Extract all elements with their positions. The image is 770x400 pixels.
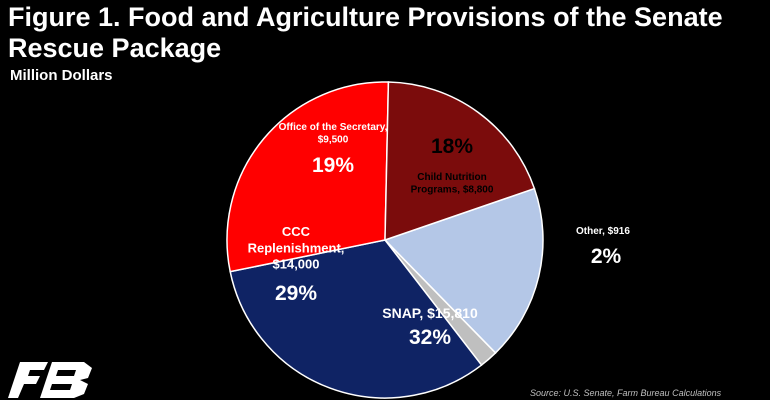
pie-slice-child-nutrition-programs bbox=[383, 187, 544, 354]
slice-label: Office of the Secretary, $9,500 bbox=[279, 122, 388, 146]
slice-percent-label: 19% bbox=[312, 154, 354, 177]
slice-label: CCC Replenishment, $14,000 bbox=[248, 224, 345, 272]
slice-percent-label: 32% bbox=[409, 326, 451, 349]
source-note: Source: U.S. Senate, Farm Bureau Calcula… bbox=[530, 388, 722, 398]
slice-percent-label: 18% bbox=[431, 135, 473, 158]
pie-slice-office-of-the-secretary bbox=[384, 81, 536, 242]
slice-label: SNAP, $15,810 bbox=[382, 305, 478, 321]
chart-title: Figure 1. Food and Agriculture Provision… bbox=[8, 2, 723, 63]
slice-percent-label: 2% bbox=[591, 245, 622, 268]
chart-subtitle: Million Dollars bbox=[10, 67, 113, 84]
slice-percent-label: 29% bbox=[275, 282, 317, 305]
pie-slice-snap bbox=[229, 239, 483, 399]
slice-label: Child Nutrition Programs, $8,800 bbox=[411, 172, 494, 196]
slice-label: Other, $916 bbox=[576, 226, 630, 237]
pie-slice-ccc-replenishment bbox=[226, 81, 390, 273]
farm-bureau-logo-icon bbox=[8, 362, 92, 398]
